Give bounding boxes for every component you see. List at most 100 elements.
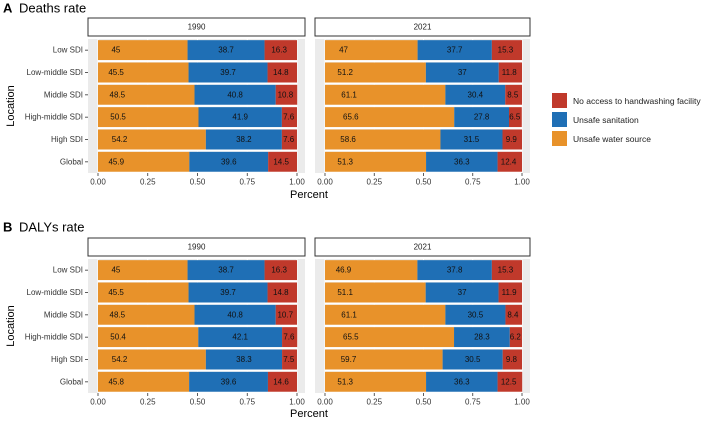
- data-label: 58.6: [340, 135, 356, 144]
- facet-strip-label: 2021: [414, 23, 432, 32]
- bar-segment-sanitation: [205, 349, 283, 370]
- bar-segment-water: [325, 151, 427, 172]
- row-separator: [98, 302, 297, 305]
- bar-segment-handwashing: [268, 151, 297, 172]
- data-label: 48.5: [110, 90, 126, 99]
- bar-segment-water: [325, 40, 418, 61]
- bar-segment-water: [98, 62, 189, 83]
- data-label: 7.6: [283, 135, 295, 144]
- x-tick-label: 0.50: [416, 178, 432, 187]
- bar-segment-water: [325, 129, 441, 150]
- bar-segment-water: [325, 304, 446, 325]
- panel-letter: B: [3, 220, 12, 235]
- data-label: 11.9: [502, 288, 518, 297]
- data-label: 37: [458, 288, 467, 297]
- data-label: 37: [458, 68, 467, 77]
- x-tick-label: 0.75: [239, 398, 255, 407]
- data-label: 61.1: [341, 310, 357, 319]
- bar-segment-sanitation: [417, 260, 492, 281]
- data-label: 9.9: [506, 135, 518, 144]
- data-label: 40.8: [227, 310, 243, 319]
- bar-segment-sanitation: [187, 260, 265, 281]
- data-label: 65.5: [343, 333, 359, 342]
- panel-title: DALYs rate: [19, 220, 85, 235]
- data-label: 38.3: [236, 355, 252, 364]
- y-tick-label: Global: [60, 157, 83, 166]
- facet-strip-label: 1990: [188, 23, 206, 32]
- x-axis-label: Percent: [290, 408, 328, 420]
- y-tick-label: Low-middle SDI: [27, 68, 83, 77]
- data-label: 45.8: [108, 377, 124, 386]
- bar-segment-handwashing: [491, 40, 522, 61]
- facet-strip-label: 2021: [414, 243, 432, 252]
- row-separator: [98, 347, 297, 350]
- x-tick-label: 0.25: [140, 178, 156, 187]
- bar-segment-sanitation: [454, 107, 509, 128]
- row-separator: [325, 280, 522, 283]
- bar-segment-sanitation: [194, 84, 276, 105]
- data-label: 46.9: [336, 266, 352, 275]
- bar-segment-sanitation: [187, 40, 265, 61]
- data-label: 27.8: [474, 113, 490, 122]
- row-separator: [98, 60, 297, 63]
- bar-segment-sanitation: [194, 304, 276, 325]
- bar-segment-sanitation: [189, 151, 269, 172]
- data-label: 7.6: [283, 333, 295, 342]
- x-tick-label: 0.25: [366, 398, 382, 407]
- data-label: 7.5: [283, 355, 295, 364]
- bar-segment-sanitation: [189, 371, 268, 392]
- row-separator: [98, 104, 297, 107]
- data-label: 54.2: [112, 355, 128, 364]
- bar-segment-handwashing: [264, 40, 297, 61]
- x-tick-label: 0.25: [366, 178, 382, 187]
- bar-segment-sanitation: [188, 62, 268, 83]
- facet-strip: [87, 237, 306, 257]
- data-label: 30.5: [465, 355, 481, 364]
- data-label: 9.8: [506, 355, 518, 364]
- data-label: 14.8: [273, 288, 289, 297]
- bar-segment-water: [98, 349, 206, 370]
- data-label: 38.2: [236, 135, 252, 144]
- legend-label: Unsafe sanitation: [573, 115, 639, 125]
- data-label: 48.5: [110, 310, 126, 319]
- bar-segment-handwashing: [267, 62, 297, 83]
- bar-segment-handwashing: [267, 282, 297, 303]
- data-label: 45: [111, 266, 120, 275]
- bar-segment-sanitation: [198, 107, 282, 128]
- legend-swatch-water: [552, 131, 567, 146]
- data-label: 36.3: [454, 157, 470, 166]
- bar-segment-water: [98, 260, 188, 281]
- x-tick-label: 1.00: [514, 398, 530, 407]
- bar-segment-handwashing: [498, 282, 522, 303]
- data-label: 40.8: [227, 90, 243, 99]
- data-label: 14.5: [273, 157, 289, 166]
- bar-segment-water: [98, 304, 195, 325]
- x-tick-label: 0.25: [140, 398, 156, 407]
- data-label: 15.3: [498, 46, 514, 55]
- y-tick-label: Global: [60, 377, 83, 386]
- legend-label: Unsafe water source: [573, 134, 651, 144]
- data-label: 45.5: [108, 288, 124, 297]
- data-label: 41.9: [232, 113, 248, 122]
- row-separator: [98, 127, 297, 130]
- bar-segment-sanitation: [442, 349, 503, 370]
- y-tick-label: High SDI: [51, 135, 83, 144]
- row-separator: [325, 104, 522, 107]
- bar-segment-water: [325, 282, 426, 303]
- x-tick-label: 1.00: [514, 178, 530, 187]
- bar-segment-handwashing: [508, 107, 522, 128]
- data-label: 8.4: [507, 310, 519, 319]
- bar-segment-handwashing: [491, 260, 522, 281]
- bar-segment-handwashing: [498, 62, 522, 83]
- x-tick-label: 0.50: [190, 178, 206, 187]
- y-axis-label: Location: [5, 85, 17, 127]
- bar-segment-water: [325, 84, 446, 105]
- data-label: 39.6: [221, 157, 237, 166]
- data-label: 28.3: [474, 333, 490, 342]
- panel-title: Deaths rate: [19, 1, 86, 16]
- bar-segment-handwashing: [502, 129, 522, 150]
- panel-letter: A: [3, 1, 13, 16]
- facet-strip: [314, 17, 531, 37]
- data-label: 39.7: [220, 288, 236, 297]
- row-separator: [325, 171, 522, 174]
